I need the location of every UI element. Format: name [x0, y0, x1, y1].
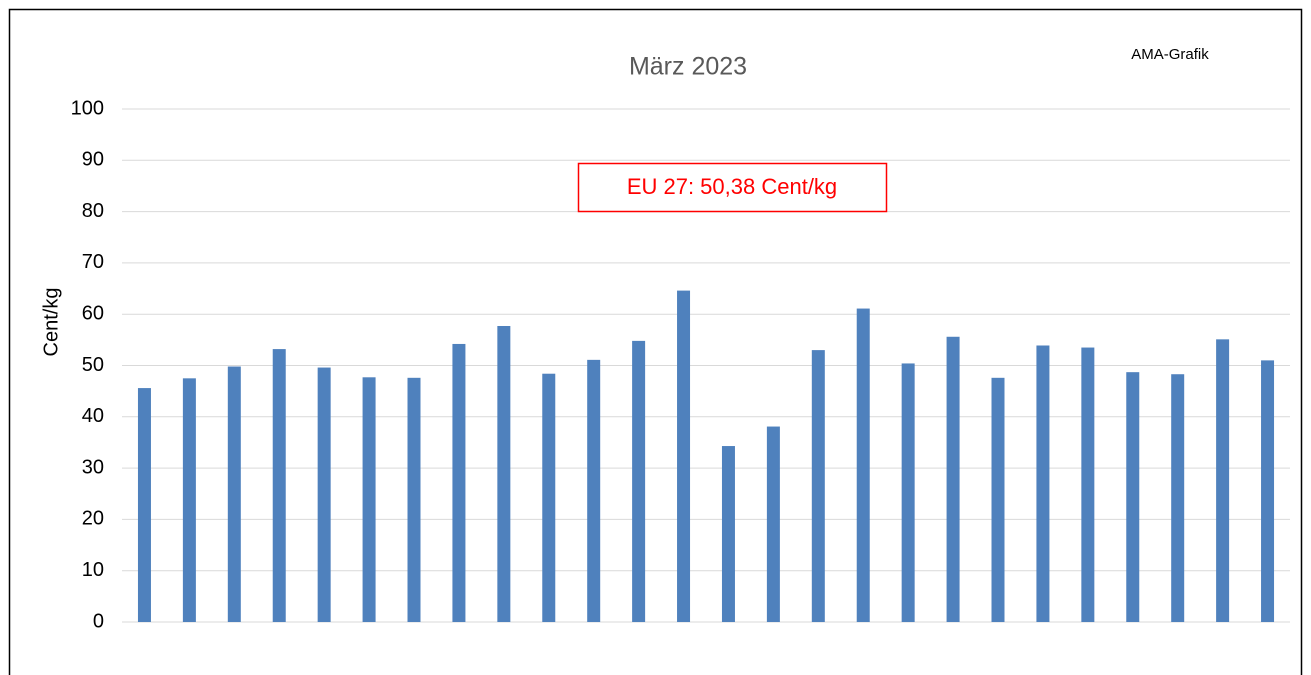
bar — [542, 373, 556, 622]
bar — [1081, 347, 1095, 622]
y-tick-label: 90 — [82, 149, 104, 171]
bar — [137, 388, 151, 622]
y-tick-label: 20 — [82, 508, 104, 530]
plot-area: 0 10 20 30 40 50 60 70 80 90 100 — [71, 97, 1290, 632]
bar — [856, 308, 870, 622]
y-tick-label: 30 — [82, 456, 104, 478]
bar — [1261, 360, 1275, 622]
y-tick-label: 50 — [82, 354, 104, 376]
y-tick-label: 70 — [82, 251, 104, 273]
bar — [497, 325, 511, 622]
bar — [407, 377, 421, 622]
bar — [452, 343, 466, 622]
bar — [182, 378, 196, 622]
bar — [1216, 339, 1230, 622]
bar — [1171, 374, 1185, 622]
bar — [811, 350, 825, 622]
bar — [1036, 345, 1050, 622]
bar — [721, 446, 735, 622]
annotation-box — [577, 162, 888, 213]
bar — [587, 359, 601, 622]
y-axis-label: Cent/kg — [40, 288, 62, 357]
chart-title: März 2023 — [629, 53, 747, 81]
bar — [1126, 372, 1140, 622]
annotation: EU 27: 50,38 Cent/kg — [627, 174, 837, 199]
y-tick-label: 60 — [82, 302, 104, 324]
bar — [991, 377, 1005, 622]
bar — [766, 426, 780, 622]
bar — [946, 336, 960, 622]
source-label: AMA-Grafik — [1131, 46, 1209, 63]
bar — [227, 366, 241, 622]
bar — [317, 367, 331, 622]
bar — [272, 349, 286, 622]
y-tick-label: 10 — [82, 559, 104, 581]
y-tick-label: 80 — [82, 200, 104, 222]
bar — [677, 290, 691, 622]
y-tick-label: 100 — [71, 97, 104, 119]
y-tick-label: 0 — [93, 610, 104, 632]
bar — [632, 340, 646, 622]
y-tick-label: 40 — [82, 405, 104, 427]
bar — [362, 377, 376, 622]
bar — [901, 363, 915, 622]
